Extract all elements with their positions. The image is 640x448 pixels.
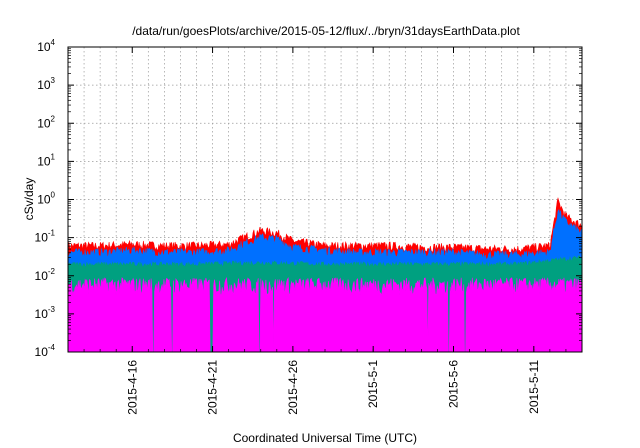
x-tick-label: 2015-4-21: [206, 360, 220, 415]
x-tick-label: 2015-4-16: [125, 360, 139, 415]
chart-title: /data/run/goesPlots/archive/2015-05-12/f…: [132, 24, 520, 38]
grid: [68, 47, 582, 352]
y-axis-label: cSv/day: [22, 178, 36, 221]
x-tick-label: 2015-5-1: [366, 360, 380, 408]
y-tick-label: 103: [37, 76, 55, 92]
plot-area: [67, 197, 583, 353]
y-tick-label: 10-1: [35, 229, 56, 245]
x-axis-ticks: 2015-4-16 2015-4-21 2015-4-26 2015-5-1 2015-…: [83, 47, 567, 415]
y-tick-label: 10-2: [35, 267, 56, 283]
series-area: [67, 276, 583, 353]
y-tick-label: 102: [37, 114, 55, 130]
x-tick-label: 2015-5-6: [447, 360, 461, 408]
x-axis-label: Coordinated Universal Time (UTC): [233, 431, 417, 445]
x-tick-label: 2015-5-11: [527, 360, 541, 414]
y-tick-label: 101: [37, 152, 55, 168]
y-axis-ticks: 10-4 10-3 10-2 10-1 100 101 102 103 104: [35, 38, 582, 359]
y-tick-label: 100: [37, 191, 55, 207]
y-tick-label: 10-4: [35, 343, 56, 359]
y-tick-label: 104: [37, 38, 55, 54]
y-tick-label: 10-3: [35, 305, 56, 321]
x-tick-label: 2015-4-26: [286, 360, 300, 415]
